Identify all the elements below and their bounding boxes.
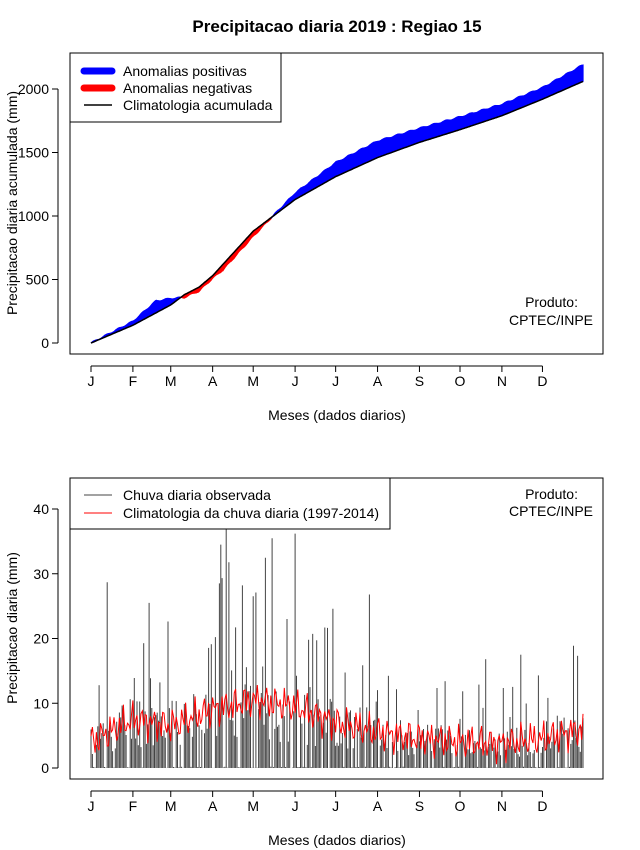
y-tick-label: 30	[33, 566, 49, 582]
y-tick-label: 0	[41, 760, 49, 776]
product-label-line2: CPTEC/INPE	[509, 312, 593, 328]
daily-legend: Chuva diaria observada Climatologia da c…	[69, 477, 391, 530]
daily-panel: J F M A M J J A S O N D 0 10 20 30 40 Meses (dados diari…	[4, 477, 604, 848]
daily-ylabel: Precipitacao diaria (mm)	[4, 552, 20, 704]
x-tick-label: A	[373, 373, 383, 389]
x-tick-label: N	[497, 798, 507, 814]
x-tick-label: F	[129, 373, 138, 389]
anomaly-positive	[580, 64, 584, 83]
y-tick-label: 2000	[18, 81, 49, 97]
legend-label-negative: Anomalias negativas	[123, 80, 252, 96]
cumulative-plot-frame	[69, 52, 604, 355]
y-tick-label: 1000	[18, 208, 49, 224]
x-tick-label: A	[373, 798, 383, 814]
x-tick-label: M	[165, 798, 177, 814]
legend-label-climatology: Climatologia acumulada	[123, 97, 273, 113]
x-tick-label: D	[537, 373, 547, 389]
y-tick-label: 10	[33, 695, 49, 711]
daily-xlabel: Meses (dados diarios)	[268, 832, 406, 848]
observed-rain-bars	[90, 529, 584, 768]
y-tick-label: 20	[33, 631, 49, 647]
legend-label-positive: Anomalias positivas	[123, 63, 247, 79]
y-tick-label: 500	[26, 272, 50, 288]
x-tick-label: J	[88, 798, 95, 814]
y-tick-label: 40	[33, 501, 49, 517]
cumulative-xlabel: Meses (dados diarios)	[268, 407, 406, 423]
x-tick-label: O	[455, 798, 466, 814]
product-label-line1: Produto:	[525, 294, 578, 310]
x-tick-label: J	[332, 373, 339, 389]
x-tick-label: J	[88, 373, 95, 389]
x-tick-label: F	[129, 798, 138, 814]
daily-axes: J F M A M J J A S O N D 0 10 20 30 40	[33, 501, 547, 814]
x-tick-label: S	[415, 798, 424, 814]
cumulative-legend: Anomalias positivas Anomalias negativas …	[69, 52, 282, 123]
x-tick-label: S	[415, 373, 424, 389]
x-tick-label: M	[247, 798, 259, 814]
product-label-line1: Produto:	[525, 486, 578, 502]
x-tick-label: M	[247, 373, 259, 389]
legend-label-climatology: Climatologia da chuva diaria (1997-2014)	[123, 505, 379, 521]
legend-box	[69, 477, 391, 530]
x-tick-label: A	[208, 373, 218, 389]
cumulative-panel: J F M A M J J A S O N D 0 500 1000 1500 2000 Meses (dado…	[4, 52, 604, 423]
climatology-daily-line	[90, 685, 584, 765]
y-tick-label: 0	[41, 335, 49, 351]
cumulative-ylabel: Precipitacao diaria acumulada (mm)	[4, 91, 20, 315]
x-tick-label: J	[332, 798, 339, 814]
x-tick-label: A	[208, 798, 218, 814]
legend-label-observed: Chuva diaria observada	[123, 487, 271, 503]
product-label-line2: CPTEC/INPE	[509, 503, 593, 519]
x-tick-label: M	[165, 373, 177, 389]
cumulative-marks	[90, 64, 584, 344]
x-tick-label: D	[537, 798, 547, 814]
x-tick-label: N	[497, 373, 507, 389]
cumulative-axes: J F M A M J J A S O N D 0 500 1000 1500 2000	[18, 81, 548, 389]
figure-title: Precipitacao diaria 2019 : Regiao 15	[192, 17, 481, 36]
x-tick-label: O	[455, 373, 466, 389]
daily-marks	[90, 529, 584, 768]
x-tick-label: J	[292, 798, 299, 814]
y-tick-label: 1500	[18, 145, 49, 161]
climatology-cumulative-line	[90, 80, 584, 344]
x-tick-label: J	[292, 373, 299, 389]
